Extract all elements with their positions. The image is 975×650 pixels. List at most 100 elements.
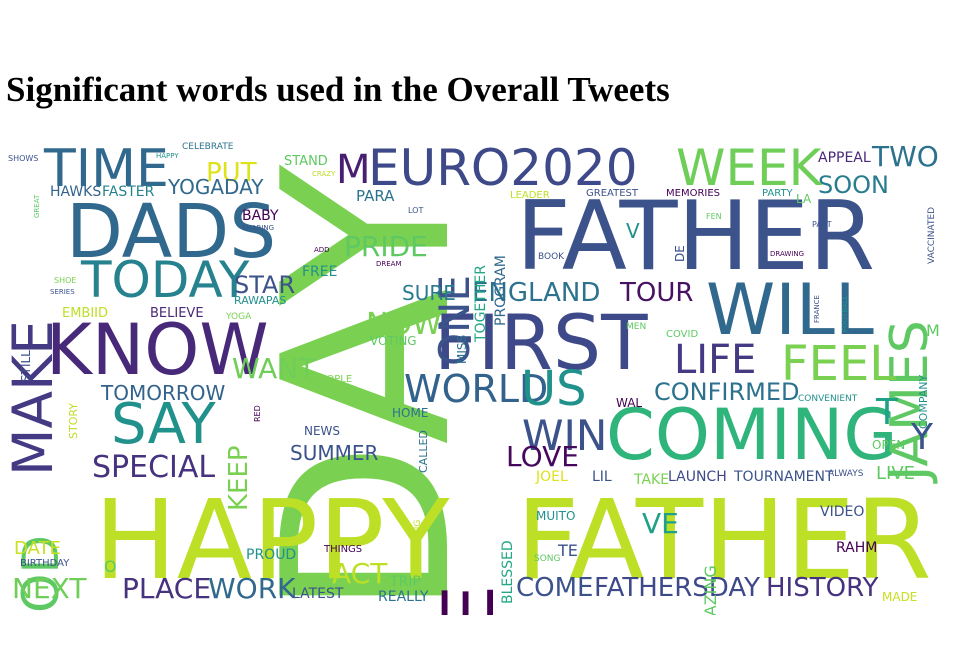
word-drawing: DRAWING bbox=[770, 250, 805, 258]
word-tournament: TOURNAMENT bbox=[734, 469, 834, 485]
word-baby: BABY bbox=[242, 208, 279, 224]
word-hawks: HAWKS bbox=[50, 184, 102, 200]
word-yogaday: YOGADAY bbox=[168, 175, 264, 199]
word-will: WILL bbox=[706, 269, 874, 351]
word-birthday: BIRTHDAY bbox=[20, 558, 70, 569]
word-father: FATHER bbox=[516, 476, 932, 604]
word-take: TAKE bbox=[634, 472, 670, 488]
word-lot: LOT bbox=[408, 206, 424, 215]
word-video: VIDEO bbox=[820, 504, 865, 520]
word-trip: TRIP bbox=[390, 574, 421, 590]
word-part: PART bbox=[812, 220, 832, 229]
word-red: RED bbox=[253, 405, 262, 422]
word-history: HISTORY bbox=[766, 573, 879, 603]
word-today: TODAY bbox=[81, 251, 250, 309]
word-vaccinated: VACCINATED bbox=[927, 206, 937, 264]
word-special: SPECIAL bbox=[92, 450, 216, 485]
word-greatest: GREATEST bbox=[586, 188, 638, 199]
word-act: ACT bbox=[332, 557, 388, 590]
word-book: BOOK bbox=[538, 252, 565, 262]
word-tour: TOUR bbox=[620, 278, 694, 308]
word-star: STAR bbox=[234, 271, 296, 299]
word-shoe: SHOE bbox=[54, 276, 77, 285]
word-cloud: DAYHAPPYFATHERFATHERGAMEFIRSTCOMINGDADSK… bbox=[6, 135, 950, 615]
word-happy: HAPPY bbox=[94, 476, 450, 604]
word-free: FREE bbox=[302, 264, 338, 280]
word-stand: STAND bbox=[284, 154, 328, 169]
word-appeal: APPEAL bbox=[818, 150, 871, 166]
word-still: STILL bbox=[19, 350, 33, 382]
word-date: DATE bbox=[14, 538, 61, 559]
word-young: YOUNG bbox=[413, 519, 423, 552]
word-celebrate: CELEBRATE bbox=[182, 142, 234, 152]
word-called: CALLED bbox=[417, 430, 430, 473]
word-launch: LAUNCH bbox=[668, 469, 727, 485]
word-live: LIVE bbox=[876, 463, 916, 484]
word-life: LIFE bbox=[674, 337, 757, 383]
word-convenient: CONVENIENT bbox=[798, 394, 858, 404]
word-keep: KEEP bbox=[224, 445, 254, 511]
word-rawapas: RAWAPAS bbox=[234, 294, 287, 307]
word-para: PARA bbox=[356, 187, 395, 205]
word-france: FRANCE bbox=[813, 295, 821, 323]
word-things: THINGS bbox=[324, 544, 363, 555]
word-father: FATHER bbox=[516, 182, 876, 292]
word-miss: MISS bbox=[455, 334, 469, 364]
word-people: PEOPLE bbox=[314, 374, 353, 385]
word-series: SERIES bbox=[50, 288, 75, 296]
word-program: PROGRAM bbox=[493, 255, 509, 326]
word-crazy: CRAZY bbox=[312, 170, 336, 178]
word-first: FIRST bbox=[434, 298, 648, 387]
word-embiid: EMBIID bbox=[62, 306, 109, 321]
word-made: MADE bbox=[882, 590, 918, 604]
word-next: NEXT bbox=[12, 572, 87, 605]
word-two: TWO bbox=[872, 140, 939, 173]
word-us: US bbox=[521, 361, 587, 417]
word-world: WORLD bbox=[404, 367, 549, 411]
word-men: MEN bbox=[626, 322, 647, 332]
word-de: DE bbox=[673, 245, 687, 262]
word-dream: DREAM bbox=[376, 260, 402, 268]
page-title: Significant words used in the Overall Tw… bbox=[6, 70, 670, 109]
word-soon: SOON bbox=[818, 171, 889, 199]
word-lil: LIL bbox=[592, 469, 612, 485]
word-always: ALWAYS bbox=[828, 469, 864, 479]
word-sure: SURE bbox=[402, 281, 456, 305]
word-win: WIN bbox=[522, 411, 608, 460]
word-now: NOW bbox=[366, 307, 442, 342]
word-together: TOGETHER bbox=[473, 265, 489, 342]
word-confirmed: CONFIRMED bbox=[654, 378, 800, 406]
word-summer: SUMMER bbox=[290, 441, 379, 465]
word-home: HOME bbox=[392, 406, 429, 420]
word-m: M bbox=[336, 147, 371, 193]
word-time: TIME bbox=[44, 139, 169, 199]
word-really: REALLY bbox=[378, 589, 429, 605]
word-t: T bbox=[876, 392, 898, 433]
word-fathersday: FATHERSDAY bbox=[594, 573, 760, 603]
word-work: WORK bbox=[208, 572, 296, 605]
word-come: COME bbox=[516, 573, 594, 603]
word-latest: LATEST bbox=[292, 586, 344, 602]
word-memories: MEMORIES bbox=[666, 188, 721, 199]
word-covid: COVID bbox=[666, 329, 699, 340]
word-song: SONG bbox=[534, 554, 561, 564]
word-rahm: RAHM bbox=[836, 540, 878, 556]
word-tomorrow: TOMORROW bbox=[101, 381, 226, 405]
word-coming: COMING bbox=[606, 394, 898, 476]
word-pride: PRIDE bbox=[344, 230, 428, 263]
word-y: Y bbox=[911, 417, 933, 458]
word-england: ENGLAND bbox=[472, 278, 601, 308]
word-party: PARTY bbox=[762, 188, 793, 199]
word-put: PUT bbox=[206, 158, 257, 188]
word-feel: FEEL bbox=[781, 336, 897, 392]
word-proud: PROUD bbox=[246, 547, 297, 563]
word-great: GREAT bbox=[33, 194, 41, 218]
word-wal: WAL bbox=[616, 396, 643, 410]
word-say: SAY bbox=[111, 392, 216, 457]
word-make: MAKE bbox=[6, 320, 65, 476]
word-yoga: YOGA bbox=[226, 312, 252, 322]
word-believe: BELIEVE bbox=[150, 306, 204, 321]
word-euro2020: EURO2020 bbox=[368, 139, 638, 197]
word-story: STORY bbox=[67, 402, 80, 439]
word-football: FOOTBALL bbox=[841, 295, 849, 332]
